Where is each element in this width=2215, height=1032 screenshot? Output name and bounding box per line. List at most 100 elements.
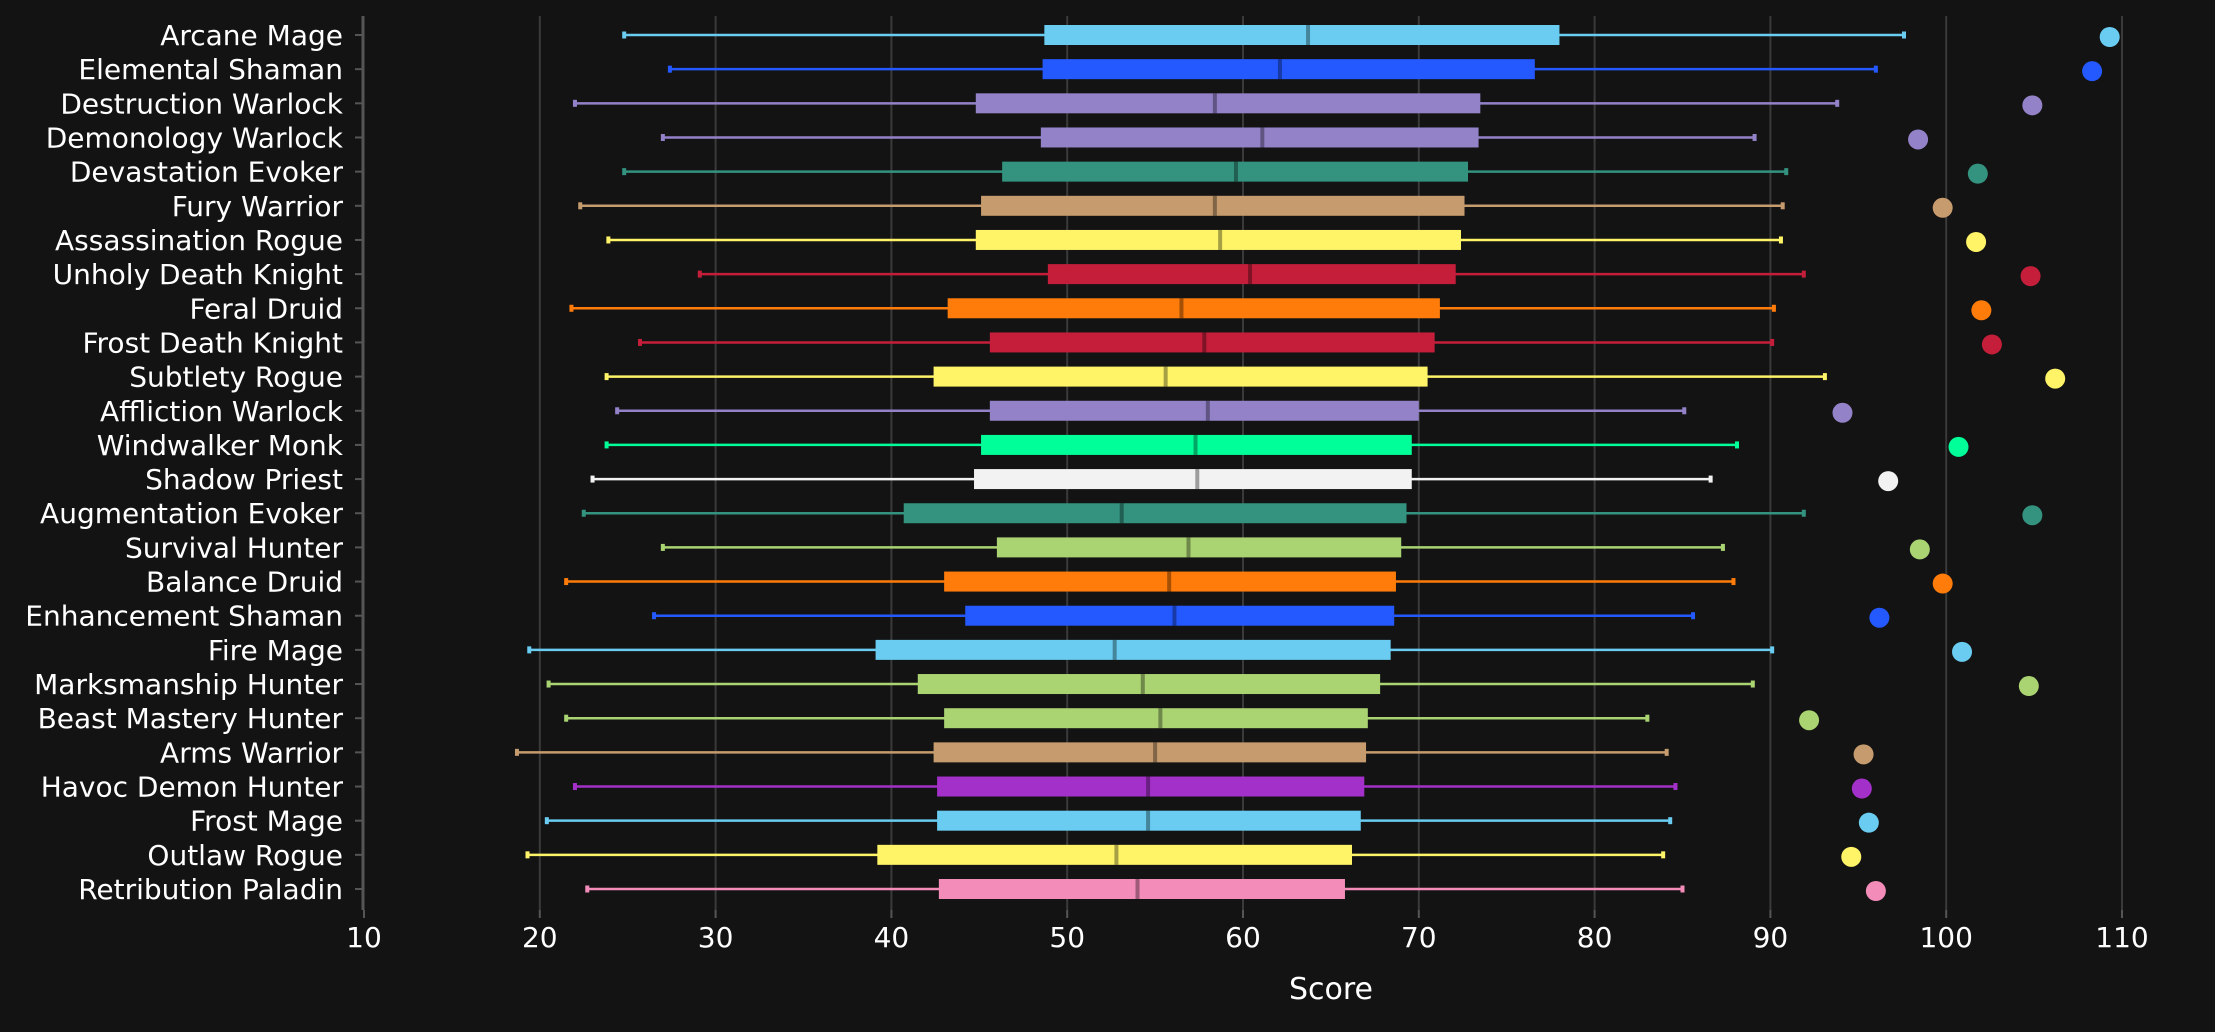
x-tick-label: 40 xyxy=(874,921,910,954)
whisker-cap-high xyxy=(1682,407,1687,415)
whisker-cap-high xyxy=(1780,202,1785,210)
whisker-cap-low xyxy=(564,714,569,722)
iqr-box xyxy=(937,776,1365,797)
whisker-cap-low xyxy=(578,202,583,210)
box-row xyxy=(606,229,1987,252)
whisker-cap-high xyxy=(1784,168,1789,176)
box-row xyxy=(660,127,1929,150)
whisker-cap-low xyxy=(638,338,643,346)
whisker-cap-low xyxy=(615,407,620,415)
whisker-cap-high xyxy=(1731,578,1736,586)
median-marker xyxy=(1260,127,1265,148)
box-row xyxy=(697,264,2041,287)
box-row xyxy=(622,161,1988,184)
x-tick-label: 70 xyxy=(1401,921,1437,954)
whisker-cap-low xyxy=(652,612,657,620)
row-label: Unholy Death Knight xyxy=(53,258,343,291)
box-row xyxy=(604,366,2066,389)
x-tick-label: 90 xyxy=(1753,921,1789,954)
whisker-cap-low xyxy=(514,748,519,756)
whisker-cap-high xyxy=(1708,475,1713,483)
box-row xyxy=(585,879,1886,901)
whisker-cap-high xyxy=(1645,714,1650,722)
row-label: Balance Druid xyxy=(146,566,343,599)
median-marker xyxy=(1248,264,1253,285)
median-marker xyxy=(1146,776,1151,797)
whisker-cap-high xyxy=(1835,99,1840,107)
iqr-box xyxy=(933,366,1428,387)
row-label: Assassination Rogue xyxy=(55,224,343,257)
max-point xyxy=(1869,607,1890,628)
box-row xyxy=(572,93,2043,116)
max-point xyxy=(1908,129,1929,150)
box-row xyxy=(569,298,1992,321)
row-label: Devastation Evoker xyxy=(70,156,344,189)
max-point xyxy=(1932,197,1953,218)
box-row xyxy=(604,434,1969,457)
whisker-cap-high xyxy=(1720,543,1725,551)
row-label: Frost Death Knight xyxy=(82,326,343,359)
median-marker xyxy=(1193,434,1198,455)
iqr-box xyxy=(933,742,1367,763)
median-marker xyxy=(1218,229,1223,250)
whisker-cap-high xyxy=(1902,31,1907,39)
max-point xyxy=(1948,436,1969,457)
whisker-cap-high xyxy=(1691,612,1696,620)
row-label: Arcane Mage xyxy=(160,19,343,52)
max-point xyxy=(1932,573,1953,594)
median-marker xyxy=(1212,195,1217,216)
whisker-cap-high xyxy=(1778,236,1783,244)
row-label: Fire Mage xyxy=(208,634,343,667)
iqr-box xyxy=(917,674,1381,695)
box-row xyxy=(667,59,2103,82)
median-marker xyxy=(1119,503,1124,524)
box-row xyxy=(652,605,1890,628)
row-label: Outlaw Rogue xyxy=(147,839,343,872)
max-point xyxy=(1971,300,1992,321)
box-row xyxy=(564,571,1953,594)
max-point xyxy=(1981,334,2002,355)
row-label: Survival Hunter xyxy=(125,531,344,564)
iqr-box xyxy=(938,879,1345,899)
row-label: Enhancement Shaman xyxy=(25,600,343,633)
max-point xyxy=(1832,402,1853,423)
x-tick-label: 10 xyxy=(346,921,382,954)
whisker-cap-high xyxy=(1668,817,1673,825)
whisker-cap-high xyxy=(1750,680,1755,688)
box-row xyxy=(564,708,1820,731)
median-marker xyxy=(1277,59,1282,80)
max-point xyxy=(1909,539,1930,560)
max-point xyxy=(1865,881,1886,901)
max-point xyxy=(1799,710,1820,731)
whisker-cap-low xyxy=(667,65,672,73)
row-label: Feral Druid xyxy=(189,292,343,325)
whisker-cap-low xyxy=(606,236,611,244)
plot-rows xyxy=(514,25,2120,901)
row-label: Marksmanship Hunter xyxy=(34,668,343,701)
iqr-box xyxy=(877,844,1352,865)
x-tick-label: 100 xyxy=(1919,921,1972,954)
box-row xyxy=(527,639,1973,662)
row-label: Elemental Shaman xyxy=(78,53,343,86)
median-marker xyxy=(1205,400,1210,421)
median-marker xyxy=(1306,25,1311,45)
whisker-cap-low xyxy=(622,31,627,39)
max-point xyxy=(2022,505,2043,526)
max-point xyxy=(2022,95,2043,116)
row-label: Destruction Warlock xyxy=(60,87,343,120)
row-label: Fury Warrior xyxy=(172,190,344,223)
max-point xyxy=(1966,231,1987,252)
max-point xyxy=(1841,846,1862,867)
row-label: Frost Mage xyxy=(190,805,343,838)
whisker-cap-low xyxy=(572,99,577,107)
box-row xyxy=(622,25,2120,47)
median-marker xyxy=(1167,571,1172,592)
x-tick-label: 60 xyxy=(1225,921,1261,954)
iqr-box xyxy=(974,469,1412,490)
row-label: Havoc Demon Hunter xyxy=(41,771,344,804)
iqr-box xyxy=(1042,59,1535,80)
iqr-box xyxy=(947,298,1440,319)
iqr-box xyxy=(1044,25,1560,45)
